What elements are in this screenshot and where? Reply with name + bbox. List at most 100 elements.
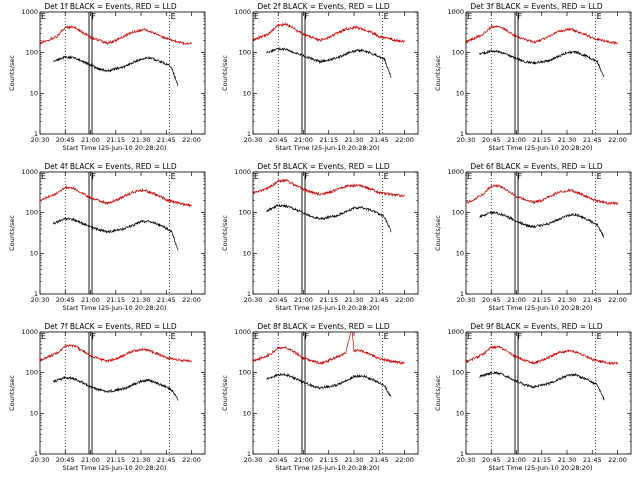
x-tick-label: 20:45	[482, 136, 501, 144]
x-tick-label: 22:00	[182, 296, 201, 304]
x-tick-label: 20:30	[457, 296, 476, 304]
detector-panel-9: Det 9f BLACK = Events, RED = LLD E F E 1 10 10…	[426, 320, 639, 480]
events-series-line	[479, 210, 605, 239]
lld-series-line	[39, 186, 192, 208]
x-axis-label: Start Time (25-Jun-10 20:28:20)	[63, 144, 167, 152]
marker-label: E	[597, 12, 602, 21]
y-tick-label: 1000	[234, 168, 251, 176]
x-tick-label: 21:00	[294, 136, 313, 144]
chart-title: Det 2f BLACK = Events, RED = LLD	[257, 2, 390, 11]
plot-frame	[465, 331, 632, 455]
y-tick-label: 10	[30, 249, 38, 257]
detector-panel-2: Det 2f BLACK = Events, RED = LLD E F E 1 10 10…	[213, 0, 426, 160]
marker-label: E	[467, 12, 472, 21]
x-tick-label: 21:30	[558, 136, 577, 144]
y-tick-label: 100	[26, 209, 38, 217]
y-tick-label: 1000	[21, 168, 38, 176]
plot-frame	[252, 11, 419, 135]
plot-frame	[39, 171, 206, 295]
y-axis-label: Counts/sec	[221, 375, 229, 411]
chart-title: Det 3f BLACK = Events, RED = LLD	[470, 2, 603, 11]
marker-label: E	[41, 12, 46, 21]
marker-label: E	[41, 172, 46, 181]
y-tick-label: 1	[460, 290, 464, 298]
lld-series-line	[252, 21, 405, 44]
x-tick-label: 20:45	[482, 456, 501, 464]
x-axis-label: Start Time (25-Jun-10 20:28:20)	[489, 464, 593, 472]
marker-label: E	[254, 12, 259, 21]
x-tick-label: 21:15	[319, 296, 338, 304]
x-axis-label: Start Time (25-Jun-10 20:28:20)	[276, 144, 380, 152]
x-tick-label: 20:45	[269, 296, 288, 304]
y-tick-label: 1	[34, 290, 38, 298]
lld-series-line	[39, 24, 192, 46]
plot-frame	[252, 331, 419, 455]
marker-label: E	[384, 12, 389, 21]
detector-panel-5: Det 5f BLACK = Events, RED = LLD E F E 1 10 10…	[213, 160, 426, 320]
x-tick-label: 22:00	[608, 296, 627, 304]
y-axis-label: Counts/sec	[221, 55, 229, 91]
y-tick-label: 10	[243, 89, 251, 97]
x-tick-label: 21:30	[558, 456, 577, 464]
y-tick-label: 1000	[21, 328, 38, 336]
x-tick-label: 21:00	[81, 136, 100, 144]
lld-series-line	[39, 344, 192, 363]
x-tick-label: 21:45	[157, 296, 176, 304]
lld-series-line	[465, 184, 618, 206]
y-tick-label: 1	[247, 290, 251, 298]
x-tick-label: 20:30	[244, 136, 263, 144]
y-tick-label: 1000	[447, 328, 464, 336]
detector-panel-3: Det 3f BLACK = Events, RED = LLD E F E 1 10 10…	[426, 0, 639, 160]
x-tick-label: 21:15	[319, 456, 338, 464]
x-tick-label: 21:30	[132, 456, 151, 464]
detector-panel-4: Det 4f BLACK = Events, RED = LLD E F E 1 10 10…	[0, 160, 213, 320]
x-tick-label: 21:45	[370, 136, 389, 144]
marker-label: F	[305, 172, 310, 181]
plot-frame	[465, 11, 632, 135]
x-axis-label: Start Time (25-Jun-10 20:28:20)	[63, 464, 167, 472]
x-tick-label: 21:15	[319, 136, 338, 144]
lld-series-line	[465, 24, 618, 46]
y-tick-label: 100	[239, 209, 251, 217]
x-tick-label: 22:00	[395, 296, 414, 304]
x-tick-label: 20:45	[269, 456, 288, 464]
marker-label: F	[518, 332, 523, 341]
x-tick-label: 20:45	[56, 296, 75, 304]
lld-series-line	[252, 178, 405, 198]
detector-panel-1: Det 1f BLACK = Events, RED = LLD E F E 1 10 10…	[0, 0, 213, 160]
x-tick-label: 21:45	[370, 456, 389, 464]
y-axis-label: Counts/sec	[8, 375, 16, 411]
x-tick-label: 20:45	[482, 296, 501, 304]
y-tick-label: 10	[243, 249, 251, 257]
x-tick-label: 21:45	[583, 456, 602, 464]
events-series-line	[479, 49, 605, 78]
x-tick-label: 22:00	[608, 136, 627, 144]
marker-label: F	[92, 12, 97, 21]
marker-label: E	[467, 172, 472, 181]
marker-label: E	[597, 332, 602, 341]
y-axis-label: Counts/sec	[434, 55, 442, 91]
y-tick-label: 100	[452, 209, 464, 217]
y-tick-label: 1000	[234, 8, 251, 16]
chart-title: Det 9f BLACK = Events, RED = LLD	[470, 322, 603, 331]
chart-title: Det 5f BLACK = Events, RED = LLD	[257, 162, 390, 171]
x-axis-label: Start Time (25-Jun-10 20:28:20)	[276, 464, 380, 472]
x-tick-label: 20:30	[457, 136, 476, 144]
marker-label: E	[171, 12, 176, 21]
chart-title: Det 8f BLACK = Events, RED = LLD	[257, 322, 390, 331]
events-series-line	[53, 375, 179, 401]
x-tick-label: 22:00	[395, 456, 414, 464]
marker-label: E	[171, 332, 176, 341]
x-tick-label: 21:00	[507, 136, 526, 144]
x-tick-label: 20:30	[244, 456, 263, 464]
x-tick-label: 21:45	[583, 296, 602, 304]
y-axis-label: Counts/sec	[8, 55, 16, 91]
x-axis-label: Start Time (25-Jun-10 20:28:20)	[489, 304, 593, 312]
x-tick-label: 21:30	[345, 136, 364, 144]
y-tick-label: 100	[452, 369, 464, 377]
chart-title: Det 6f BLACK = Events, RED = LLD	[470, 162, 603, 171]
detector-panel-6: Det 6f BLACK = Events, RED = LLD E F E 1 10 10…	[426, 160, 639, 320]
lld-series-line	[465, 344, 618, 366]
